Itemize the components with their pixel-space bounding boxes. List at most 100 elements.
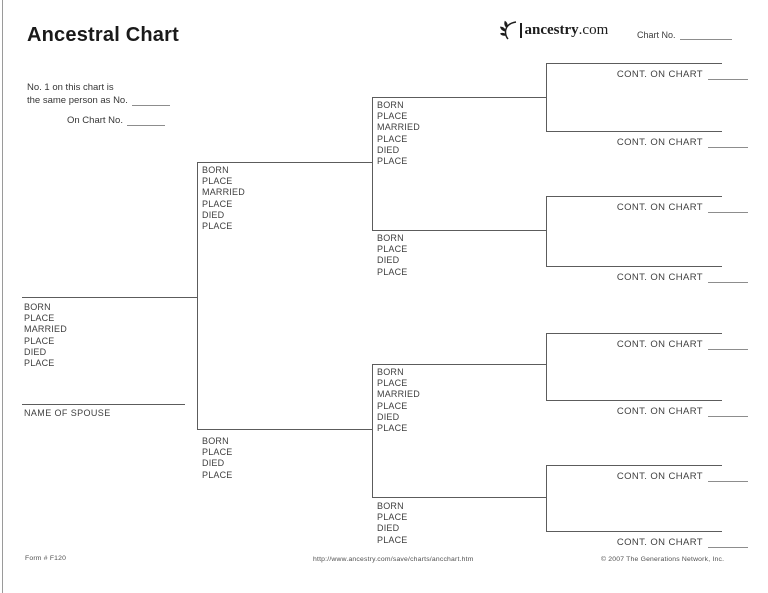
field-label: PLACE — [24, 358, 55, 369]
great-grandparent13-line — [546, 400, 722, 401]
field-label: BORN — [377, 501, 404, 511]
cont-blank-line — [708, 272, 748, 283]
grandparent6-line — [372, 364, 546, 365]
cont-on-chart-7: CONT. ON CHART — [617, 471, 748, 482]
mother-fields: BORN PLACE DIED PLACE — [202, 436, 233, 481]
chart-no-blank-line — [679, 29, 732, 40]
field-label: MARRIED — [24, 324, 67, 335]
cont-label: CONT. ON CHART — [616, 406, 703, 417]
field-label: MARRIED — [377, 122, 420, 133]
field-label: PLACE — [377, 133, 408, 144]
great-grandparent11-line — [546, 266, 722, 267]
great-grandparent15-line — [546, 531, 722, 532]
ancestry-logo: ancestry.com — [499, 20, 608, 40]
field-label: BORN — [202, 436, 229, 446]
page-title: Ancestral Chart — [27, 24, 179, 46]
footer-copyright: © 2007 The Generations Network, Inc. — [601, 556, 725, 563]
field-label: PLACE — [377, 111, 408, 122]
paternal-grandfather-fields: BORN PLACE MARRIED PLACE DIED PLACE — [377, 100, 420, 167]
cont-blank-line — [708, 137, 748, 148]
cont-on-chart-8: CONT. ON CHART — [617, 537, 748, 548]
same-person-blank-line — [131, 95, 170, 106]
spouse-name-label: NAME OF SPOUSE — [24, 408, 111, 418]
field-label: PLACE — [377, 400, 408, 411]
field-label: DIED — [202, 209, 225, 220]
field-label: BORN — [377, 233, 404, 243]
chart-no-field: Chart No. — [637, 29, 732, 40]
on-chart-blank-line — [126, 115, 165, 126]
great-grandparents-bracket-3 — [546, 333, 547, 401]
cont-blank-line — [708, 339, 748, 350]
logo-text: ancestry.com — [525, 22, 609, 39]
great-grandparents-bracket-1 — [546, 63, 547, 132]
field-label: PLACE — [377, 156, 408, 167]
maternal-grandfather-fields: BORN PLACE MARRIED PLACE DIED PLACE — [377, 367, 420, 434]
field-label: PLACE — [202, 469, 233, 480]
father-line — [197, 162, 373, 163]
footer-url: http://www.ancestry.com/save/charts/ancc… — [313, 556, 474, 563]
great-grandparent9-line — [546, 131, 722, 132]
cont-blank-line — [708, 471, 748, 482]
logo-tld: .com — [578, 21, 609, 38]
cont-blank-line — [708, 202, 748, 213]
spouse-line — [22, 404, 185, 405]
great-grandparent10-line — [546, 196, 722, 197]
field-label: PLACE — [377, 244, 408, 255]
person1-line — [22, 297, 197, 298]
field-label: MARRIED — [377, 389, 420, 400]
great-grandparent12-line — [546, 333, 722, 334]
field-label: MARRIED — [202, 187, 245, 198]
form-number: Form # F120 — [25, 555, 67, 562]
father-fields: BORN PLACE MARRIED PLACE DIED PLACE — [202, 165, 245, 232]
field-label: PLACE — [202, 176, 233, 187]
cont-on-chart-5: CONT. ON CHART — [617, 339, 748, 350]
cont-label: CONT. ON CHART — [616, 471, 703, 482]
field-label: PLACE — [377, 423, 408, 434]
chart-no-label: Chart No. — [637, 30, 676, 40]
cont-label: CONT. ON CHART — [616, 537, 703, 548]
cont-blank-line — [708, 406, 748, 417]
cont-blank-line — [708, 69, 748, 80]
great-grandparents-bracket-4 — [546, 465, 547, 532]
maternal-grandmother-fields: BORN PLACE DIED PLACE — [377, 501, 408, 546]
maternal-grandparents-bracket — [372, 364, 373, 498]
leaf-icon — [499, 20, 519, 40]
instruction-line-2-text: the same person as No. — [27, 95, 128, 106]
field-label: DIED — [377, 523, 400, 534]
field-label: PLACE — [24, 335, 55, 346]
field-label: DIED — [377, 144, 400, 155]
cont-label: CONT. ON CHART — [616, 339, 703, 350]
cont-on-chart-3: CONT. ON CHART — [617, 202, 748, 213]
field-label: BORN — [377, 100, 404, 110]
great-grandparent14-line — [546, 465, 722, 466]
instruction-line-1: No. 1 on this chart is — [27, 82, 114, 93]
instruction-line-2: the same person as No. — [27, 95, 170, 106]
paternal-grandmother-fields: BORN PLACE DIED PLACE — [377, 233, 408, 278]
field-label: PLACE — [377, 534, 408, 545]
field-label: PLACE — [377, 378, 408, 389]
field-label: PLACE — [202, 447, 233, 458]
cont-on-chart-1: CONT. ON CHART — [617, 69, 748, 80]
parents-bracket — [197, 162, 198, 430]
cont-on-chart-2: CONT. ON CHART — [617, 137, 748, 148]
field-label: BORN — [24, 302, 51, 312]
person1-fields: BORN PLACE MARRIED PLACE DIED PLACE — [24, 302, 67, 369]
cont-label: CONT. ON CHART — [616, 272, 703, 283]
instruction-line-3-text: On Chart No. — [67, 115, 123, 126]
grandparent5-line — [372, 230, 546, 231]
logo-brand: ancestry — [524, 21, 579, 38]
field-label: BORN — [202, 165, 229, 175]
cont-label: CONT. ON CHART — [616, 69, 703, 80]
field-label: DIED — [24, 346, 47, 357]
page-edge — [2, 0, 3, 593]
great-grandparents-bracket-2 — [546, 196, 547, 267]
cont-on-chart-6: CONT. ON CHART — [617, 406, 748, 417]
field-label: BORN — [377, 367, 404, 377]
cont-label: CONT. ON CHART — [616, 202, 703, 213]
field-label: PLACE — [202, 221, 233, 232]
field-label: DIED — [377, 255, 400, 266]
field-label: PLACE — [202, 198, 233, 209]
field-label: DIED — [377, 411, 400, 422]
field-label: PLACE — [377, 512, 408, 523]
